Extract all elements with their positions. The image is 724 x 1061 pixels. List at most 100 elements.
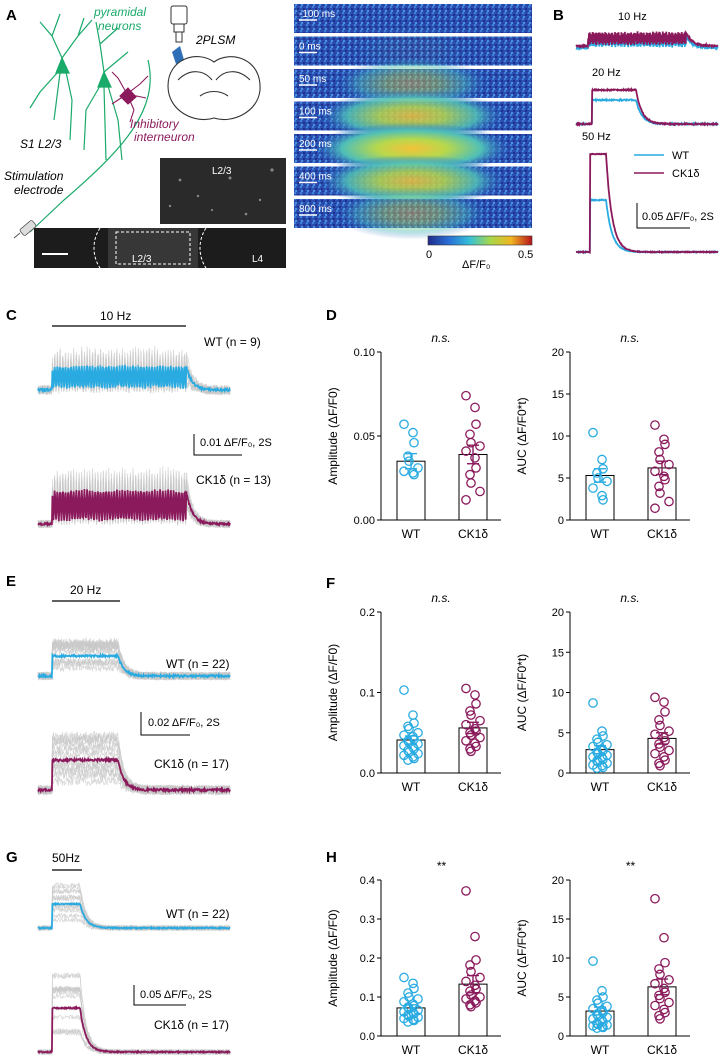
b-legend-wt: WT	[672, 150, 689, 162]
e-wt-label: WT (n = 22)	[166, 657, 229, 671]
y-tick-label: 0	[558, 1031, 564, 1043]
data-point	[650, 1000, 660, 1011]
data-point	[465, 960, 475, 970]
significance-label: n.s.	[620, 331, 639, 345]
g-wt-label: WT (n = 22)	[166, 907, 229, 921]
micrograph-inset	[160, 158, 286, 224]
data-point	[588, 956, 598, 966]
panel-e: E 20 Hz WT (n = 22) CK1δ (n = 17) 0.02 Δ…	[6, 573, 231, 796]
y-tick-label: 0.2	[360, 607, 375, 619]
data-point	[597, 726, 607, 736]
data-point	[399, 972, 409, 983]
data-point	[471, 741, 481, 752]
trace-b	[575, 29, 719, 255]
data-point	[471, 419, 481, 430]
data-point	[403, 451, 413, 462]
individual-trace	[37, 638, 231, 682]
data-point	[403, 755, 413, 765]
x-tick-label: CK1δ	[458, 780, 488, 794]
data-point	[588, 698, 598, 708]
e-stim-label: 20 Hz	[70, 583, 101, 597]
y-tick-label: 10	[552, 688, 564, 700]
data-point	[466, 746, 476, 757]
data-point	[465, 706, 475, 716]
mean-trace-wt	[575, 97, 719, 127]
y-tick-label: 5	[558, 473, 564, 485]
c-wt-label: WT (n = 9)	[204, 335, 261, 349]
colorbar-label: ΔF/F₀	[462, 259, 490, 271]
panel-a: A pyramidal neurons 2PLSM	[4, 4, 533, 271]
data-point	[399, 685, 409, 695]
heatmap-time-label: -100 ms	[299, 9, 335, 20]
c-ck-label: CK1δ (n = 13)	[196, 473, 271, 487]
data-point	[403, 988, 413, 998]
g-ck-label: CK1δ (n = 17)	[154, 1018, 229, 1032]
b-legend-ck: CK1δ	[672, 168, 700, 180]
y-tick-label: 0.1	[360, 992, 375, 1004]
panel-letter-c: C	[6, 307, 17, 324]
data-point	[408, 1014, 418, 1025]
inhib-label-2: interneuron	[134, 130, 195, 144]
data-point	[399, 466, 409, 477]
y-axis-label: AUC (ΔF/F0*t)	[515, 919, 529, 996]
electrode-icon	[13, 220, 37, 239]
y-tick-label: 0.10	[354, 347, 375, 359]
y-tick-label: 10	[552, 431, 564, 443]
colorbar	[427, 235, 533, 246]
data-point	[461, 390, 471, 401]
y-tick-label: 5	[558, 728, 564, 740]
layer-boundary-1	[93, 227, 101, 269]
data-point	[602, 476, 612, 487]
colorbar-max: 0.5	[518, 249, 533, 261]
y-axis-label: AUC (ΔF/F0*t)	[515, 654, 529, 731]
panel-letter-b: B	[553, 7, 564, 24]
micrograph-speckles	[168, 168, 274, 216]
data-point	[470, 452, 480, 463]
data-point	[588, 483, 598, 493]
y-tick-label: 15	[552, 647, 564, 659]
mean-trace-ck	[575, 29, 719, 50]
c-scale-bar	[193, 434, 242, 456]
y-tick-label: 0.0	[360, 1031, 375, 1043]
data-point	[409, 718, 419, 728]
data-point	[404, 456, 414, 467]
panel-letter-f: F	[326, 575, 335, 592]
data-point	[465, 429, 475, 440]
b-scale-bar	[636, 203, 690, 229]
slice-l23-label: L2/3	[132, 254, 152, 265]
activation-blob	[334, 187, 490, 240]
interneuron-drawing	[111, 71, 149, 123]
brain-section-icon	[167, 56, 261, 120]
data-point	[655, 760, 665, 771]
bar	[585, 474, 615, 521]
data-point	[597, 985, 607, 996]
data-point	[597, 490, 607, 501]
heatmap-time-label: 400 ms	[299, 172, 332, 183]
mean-trace-ck	[37, 489, 231, 528]
data-point	[660, 706, 670, 717]
data-point	[593, 473, 603, 483]
y-tick-label: 0.05	[354, 431, 375, 443]
data-point	[650, 503, 660, 514]
data-point	[465, 986, 475, 997]
individual-trace	[37, 895, 231, 932]
data-point	[470, 690, 480, 700]
trace-e	[37, 637, 231, 796]
x-tick-label: CK1δ	[647, 780, 677, 794]
data-point	[655, 454, 665, 465]
y-tick-label: 0.3	[360, 914, 375, 926]
data-point	[660, 439, 670, 450]
data-point	[461, 683, 471, 694]
x-tick-label: WT	[591, 780, 610, 794]
data-point	[664, 745, 674, 756]
data-point	[650, 893, 660, 904]
data-point	[660, 735, 670, 746]
b-label-50hz: 50 Hz	[582, 131, 611, 143]
y-tick-label: 0.4	[360, 875, 375, 887]
data-point	[598, 762, 608, 773]
individual-trace	[37, 640, 231, 681]
y-tick-label: 15	[552, 389, 564, 401]
data-point	[409, 753, 419, 764]
data-point	[655, 993, 665, 1004]
data-point	[655, 720, 665, 731]
